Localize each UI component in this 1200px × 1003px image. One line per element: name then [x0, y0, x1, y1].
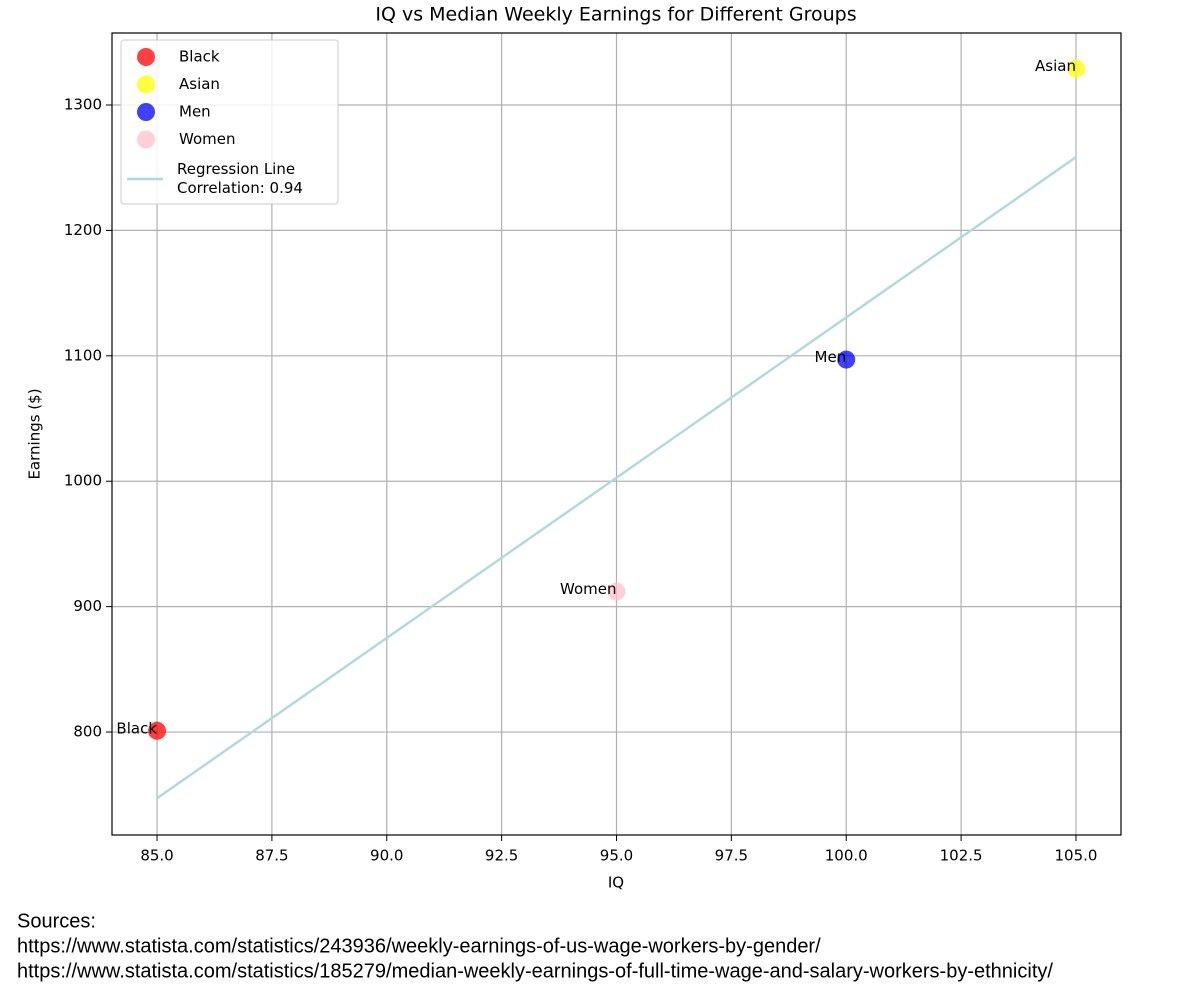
y-tick-label: 900: [73, 597, 102, 615]
source-line: https://www.statista.com/statistics/2439…: [17, 935, 821, 957]
point: [837, 350, 856, 369]
chart-title: IQ vs Median Weekly Earnings for Differe…: [375, 4, 856, 26]
regression-line: [156, 156, 1077, 800]
plot-frame: [111, 32, 1122, 836]
legend: Black Asian Men Women Regression Line Correl…: [120, 39, 339, 205]
x-tick-label: 87.5: [255, 847, 288, 865]
x-axis-label: IQ: [608, 874, 624, 892]
x-tick-label: 90.0: [370, 847, 403, 865]
legend-box: [120, 39, 339, 205]
x-tick-label: 85.0: [140, 847, 173, 865]
legend-label: Women: [179, 130, 235, 148]
source-line: Sources:: [17, 910, 96, 932]
x-tick-label: 100.0: [825, 847, 868, 865]
point-label: Black: [116, 719, 157, 737]
y-axis-label: Earnings ($): [26, 388, 44, 479]
y-tick-label: 1100: [64, 346, 102, 364]
point: [1066, 59, 1085, 78]
point: [607, 582, 626, 601]
point-label: Women: [560, 580, 616, 598]
legend-marker: [137, 48, 155, 66]
legend-label: Regression Line Correlation: 0.94: [177, 160, 303, 197]
y-tick-label: 1000: [64, 472, 102, 490]
legend-marker: [137, 75, 155, 94]
x-tick-label: 105.0: [1054, 847, 1097, 865]
legend-label: Men: [179, 103, 211, 121]
point-label: Men: [815, 348, 847, 366]
y-tick-label: 1200: [64, 221, 102, 239]
legend-marker: [137, 103, 155, 121]
y-tick-label: 800: [73, 723, 102, 741]
legend-label: Asian: [179, 75, 220, 93]
legend-marker: [137, 130, 155, 149]
x-tick-label: 97.5: [715, 847, 748, 865]
legend-label-box: Regression Line Correlation: 0.94: [177, 160, 303, 197]
point-label: Asian: [1035, 57, 1076, 75]
x-tick-label: 95.0: [600, 847, 633, 865]
legend-label: Black: [179, 48, 220, 66]
x-tick-label: 92.5: [485, 847, 518, 865]
source-line: https://www.statista.com/statistics/1852…: [17, 960, 1053, 982]
x-tick-label: 102.5: [940, 847, 983, 865]
point: [148, 721, 167, 740]
y-tick-label: 1300: [64, 95, 102, 113]
